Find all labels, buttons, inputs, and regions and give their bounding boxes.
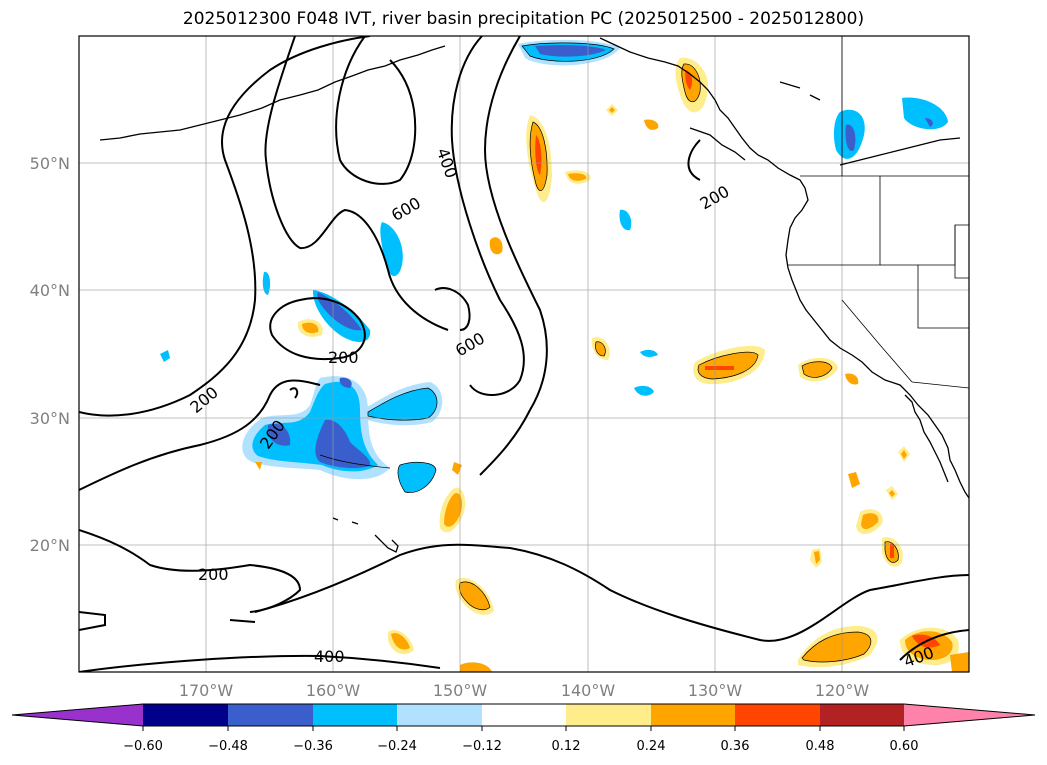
colorbar-ticks bbox=[142, 726, 905, 731]
lat-label-50: 50°N bbox=[30, 154, 70, 173]
colorbar-bin-7 bbox=[651, 704, 735, 726]
colorbar-extend-low bbox=[12, 704, 143, 726]
contour-label-400-b: 400 bbox=[314, 647, 345, 666]
colorbar: −0.60 −0.48 −0.36 −0.24 −0.12 0.12 0.24 … bbox=[11, 703, 1036, 754]
colorbar-bin-4 bbox=[397, 704, 482, 726]
contour-label-200-d: 200 bbox=[198, 565, 229, 584]
lon-label-170w: 170°W bbox=[179, 681, 234, 700]
colorbar-bin-9 bbox=[820, 704, 904, 726]
lon-label-120w: 120°W bbox=[815, 681, 870, 700]
lat-label-20: 20°N bbox=[30, 536, 70, 555]
colorbar-bin-2 bbox=[228, 704, 313, 726]
colorbar-tick-label-8: 0.48 bbox=[806, 739, 835, 754]
map-frame bbox=[78, 35, 970, 673]
ivt-contours bbox=[79, 36, 969, 672]
colorbar-bin-1 bbox=[143, 704, 228, 726]
map-title: 2025012300 F048 IVT, river basin precipi… bbox=[182, 9, 865, 29]
colorbar-tick-label-6: 0.24 bbox=[637, 739, 666, 754]
colorbar-bin-3 bbox=[313, 704, 397, 726]
lat-label-40: 40°N bbox=[30, 281, 70, 300]
colorbar-tick-label-9: 0.60 bbox=[890, 739, 919, 754]
lon-label-150w: 150°W bbox=[433, 681, 488, 700]
contour-label-200-b: 200 bbox=[328, 348, 359, 367]
colorbar-tick-label-2: −0.36 bbox=[293, 739, 333, 754]
lat-label-30: 30°N bbox=[30, 409, 70, 428]
colorbar-bin-6 bbox=[566, 704, 651, 726]
colorbar-bin-8 bbox=[735, 704, 820, 726]
colorbar-tick-label-0: −0.60 bbox=[123, 739, 163, 754]
colorbar-tick-label-5: 0.12 bbox=[552, 739, 581, 754]
positive-pc-shading bbox=[255, 57, 969, 672]
colorbar-tick-label-4: −0.12 bbox=[462, 739, 502, 754]
latitude-labels: 50°N 40°N 30°N 20°N bbox=[30, 154, 70, 555]
pc-outlines bbox=[319, 42, 899, 663]
colorbar-tick-label-1: −0.48 bbox=[208, 739, 248, 754]
colorbar-bin-5 bbox=[482, 704, 566, 726]
colorbar-tick-label-7: 0.36 bbox=[721, 739, 750, 754]
lon-label-130w: 130°W bbox=[688, 681, 743, 700]
political-borders bbox=[788, 36, 969, 389]
colorbar-tick-label-3: −0.24 bbox=[377, 739, 417, 754]
negative-pc-shading bbox=[160, 39, 948, 493]
longitude-labels: 170°W 160°W 150°W 140°W 130°W 120°W bbox=[179, 681, 870, 700]
colorbar-extend-high bbox=[904, 704, 1035, 726]
map-area: 200 400 600 600 200 200 200 200 400 400 bbox=[79, 36, 969, 672]
lon-label-140w: 140°W bbox=[561, 681, 616, 700]
coastlines bbox=[99, 37, 969, 553]
lon-label-160w: 160°W bbox=[306, 681, 361, 700]
